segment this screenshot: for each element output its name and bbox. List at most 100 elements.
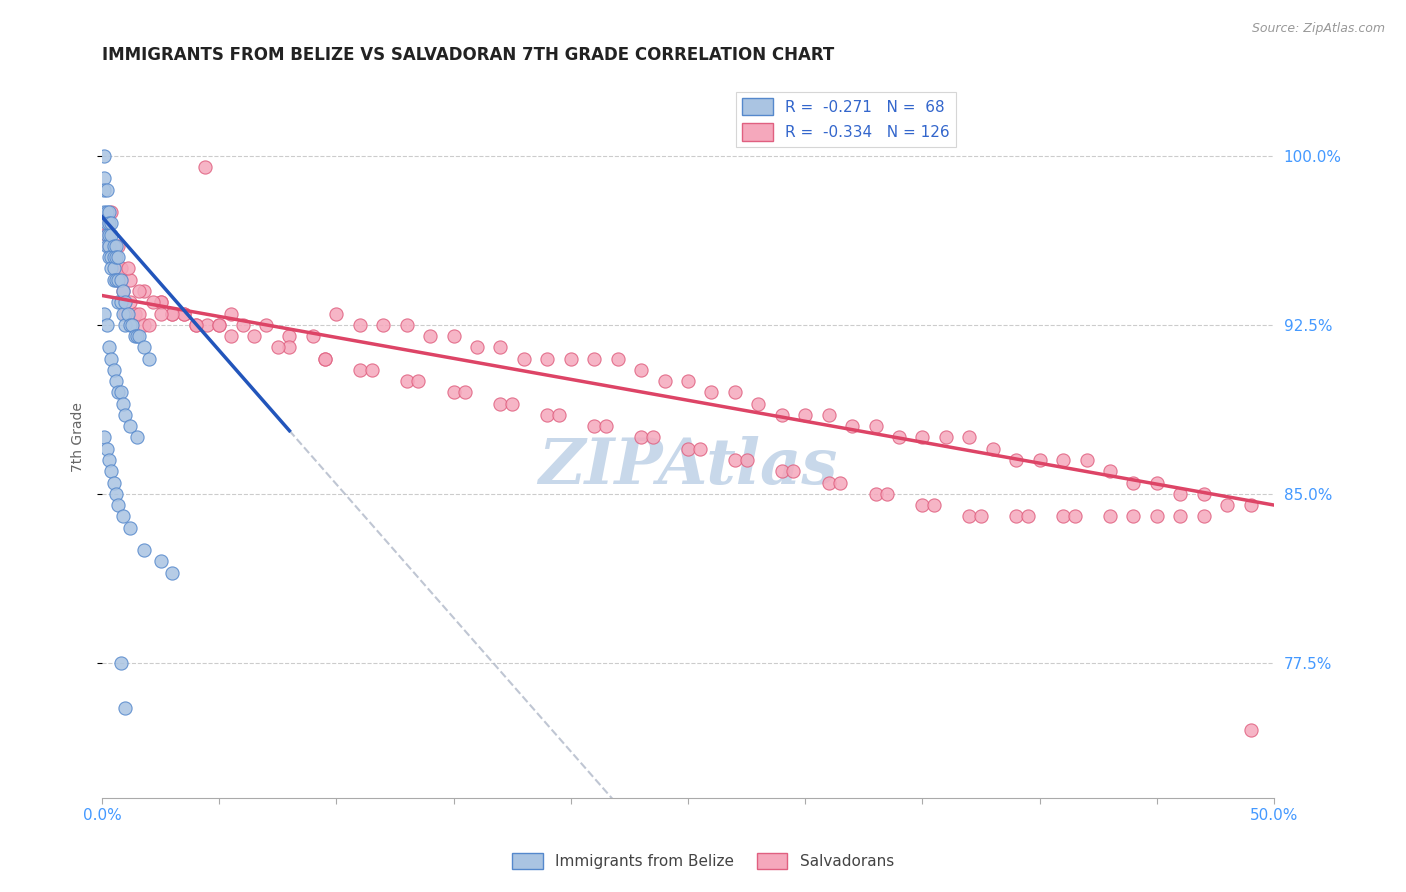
Point: [560, 351, 582, 366]
Legend: Immigrants from Belize, Salvadorans: Immigrants from Belize, Salvadorans: [506, 847, 900, 875]
Point: [100, 239, 122, 253]
Point: [360, 363, 382, 377]
Point: [1052, 509, 1074, 524]
Point: [96, 318, 118, 332]
Point: [100, 261, 122, 276]
Point: [254, 318, 277, 332]
Point: [419, 329, 441, 343]
Point: [110, 295, 132, 310]
Point: [325, 306, 347, 320]
Point: [630, 430, 652, 444]
Point: [96, 205, 118, 219]
Point: [676, 374, 699, 388]
Point: [107, 385, 129, 400]
Point: [676, 442, 699, 456]
Point: [100, 205, 122, 219]
Point: [1168, 509, 1191, 524]
Point: [104, 487, 127, 501]
Point: [1063, 509, 1085, 524]
Point: [724, 385, 747, 400]
Point: [114, 306, 136, 320]
Text: Source: ZipAtlas.com: Source: ZipAtlas.com: [1251, 22, 1385, 36]
Point: [184, 318, 207, 332]
Point: [278, 340, 301, 354]
Point: [489, 340, 512, 354]
Point: [1216, 498, 1239, 512]
Point: [817, 475, 839, 490]
Point: [1005, 453, 1028, 467]
Point: [724, 453, 747, 467]
Point: [1168, 487, 1191, 501]
Point: [138, 351, 160, 366]
Point: [93, 205, 115, 219]
Point: [395, 374, 418, 388]
Point: [128, 329, 150, 343]
Point: [111, 284, 134, 298]
Point: [536, 351, 558, 366]
Point: [1192, 487, 1215, 501]
Point: [104, 261, 127, 276]
Point: [96, 442, 118, 456]
Point: [97, 340, 120, 354]
Point: [208, 318, 231, 332]
Point: [465, 340, 488, 354]
Point: [911, 430, 934, 444]
Point: [104, 239, 127, 253]
Point: [314, 351, 336, 366]
Point: [922, 498, 945, 512]
Point: [395, 318, 418, 332]
Point: [125, 329, 148, 343]
Point: [219, 306, 242, 320]
Point: [111, 306, 134, 320]
Point: [124, 329, 146, 343]
Point: [118, 318, 141, 332]
Point: [454, 385, 477, 400]
Point: [107, 498, 129, 512]
Point: [100, 227, 122, 242]
Point: [132, 284, 155, 298]
Point: [142, 295, 165, 310]
Point: [149, 554, 172, 568]
Point: [373, 318, 395, 332]
Point: [114, 295, 136, 310]
Point: [489, 397, 512, 411]
Point: [314, 351, 336, 366]
Point: [162, 566, 184, 580]
Point: [107, 273, 129, 287]
Point: [887, 430, 910, 444]
Point: [118, 273, 141, 287]
Point: [128, 284, 150, 298]
Point: [1076, 453, 1098, 467]
Point: [114, 701, 136, 715]
Point: [194, 160, 217, 174]
Point: [1239, 498, 1261, 512]
Point: [957, 430, 980, 444]
Point: [97, 216, 120, 230]
Point: [911, 498, 934, 512]
Point: [501, 397, 523, 411]
Point: [595, 419, 617, 434]
Point: [1192, 509, 1215, 524]
Point: [97, 239, 120, 253]
Point: [103, 250, 125, 264]
Point: [110, 273, 132, 287]
Point: [103, 250, 125, 264]
Point: [735, 453, 758, 467]
Point: [981, 442, 1004, 456]
Point: [349, 363, 371, 377]
Point: [794, 408, 817, 422]
Point: [219, 329, 242, 343]
Point: [513, 351, 536, 366]
Point: [408, 374, 430, 388]
Point: [278, 329, 301, 343]
Point: [97, 205, 120, 219]
Point: [111, 509, 134, 524]
Point: [107, 250, 129, 264]
Point: [128, 306, 150, 320]
Point: [97, 250, 120, 264]
Point: [96, 239, 118, 253]
Point: [117, 261, 139, 276]
Point: [100, 351, 122, 366]
Point: [817, 408, 839, 422]
Point: [267, 340, 290, 354]
